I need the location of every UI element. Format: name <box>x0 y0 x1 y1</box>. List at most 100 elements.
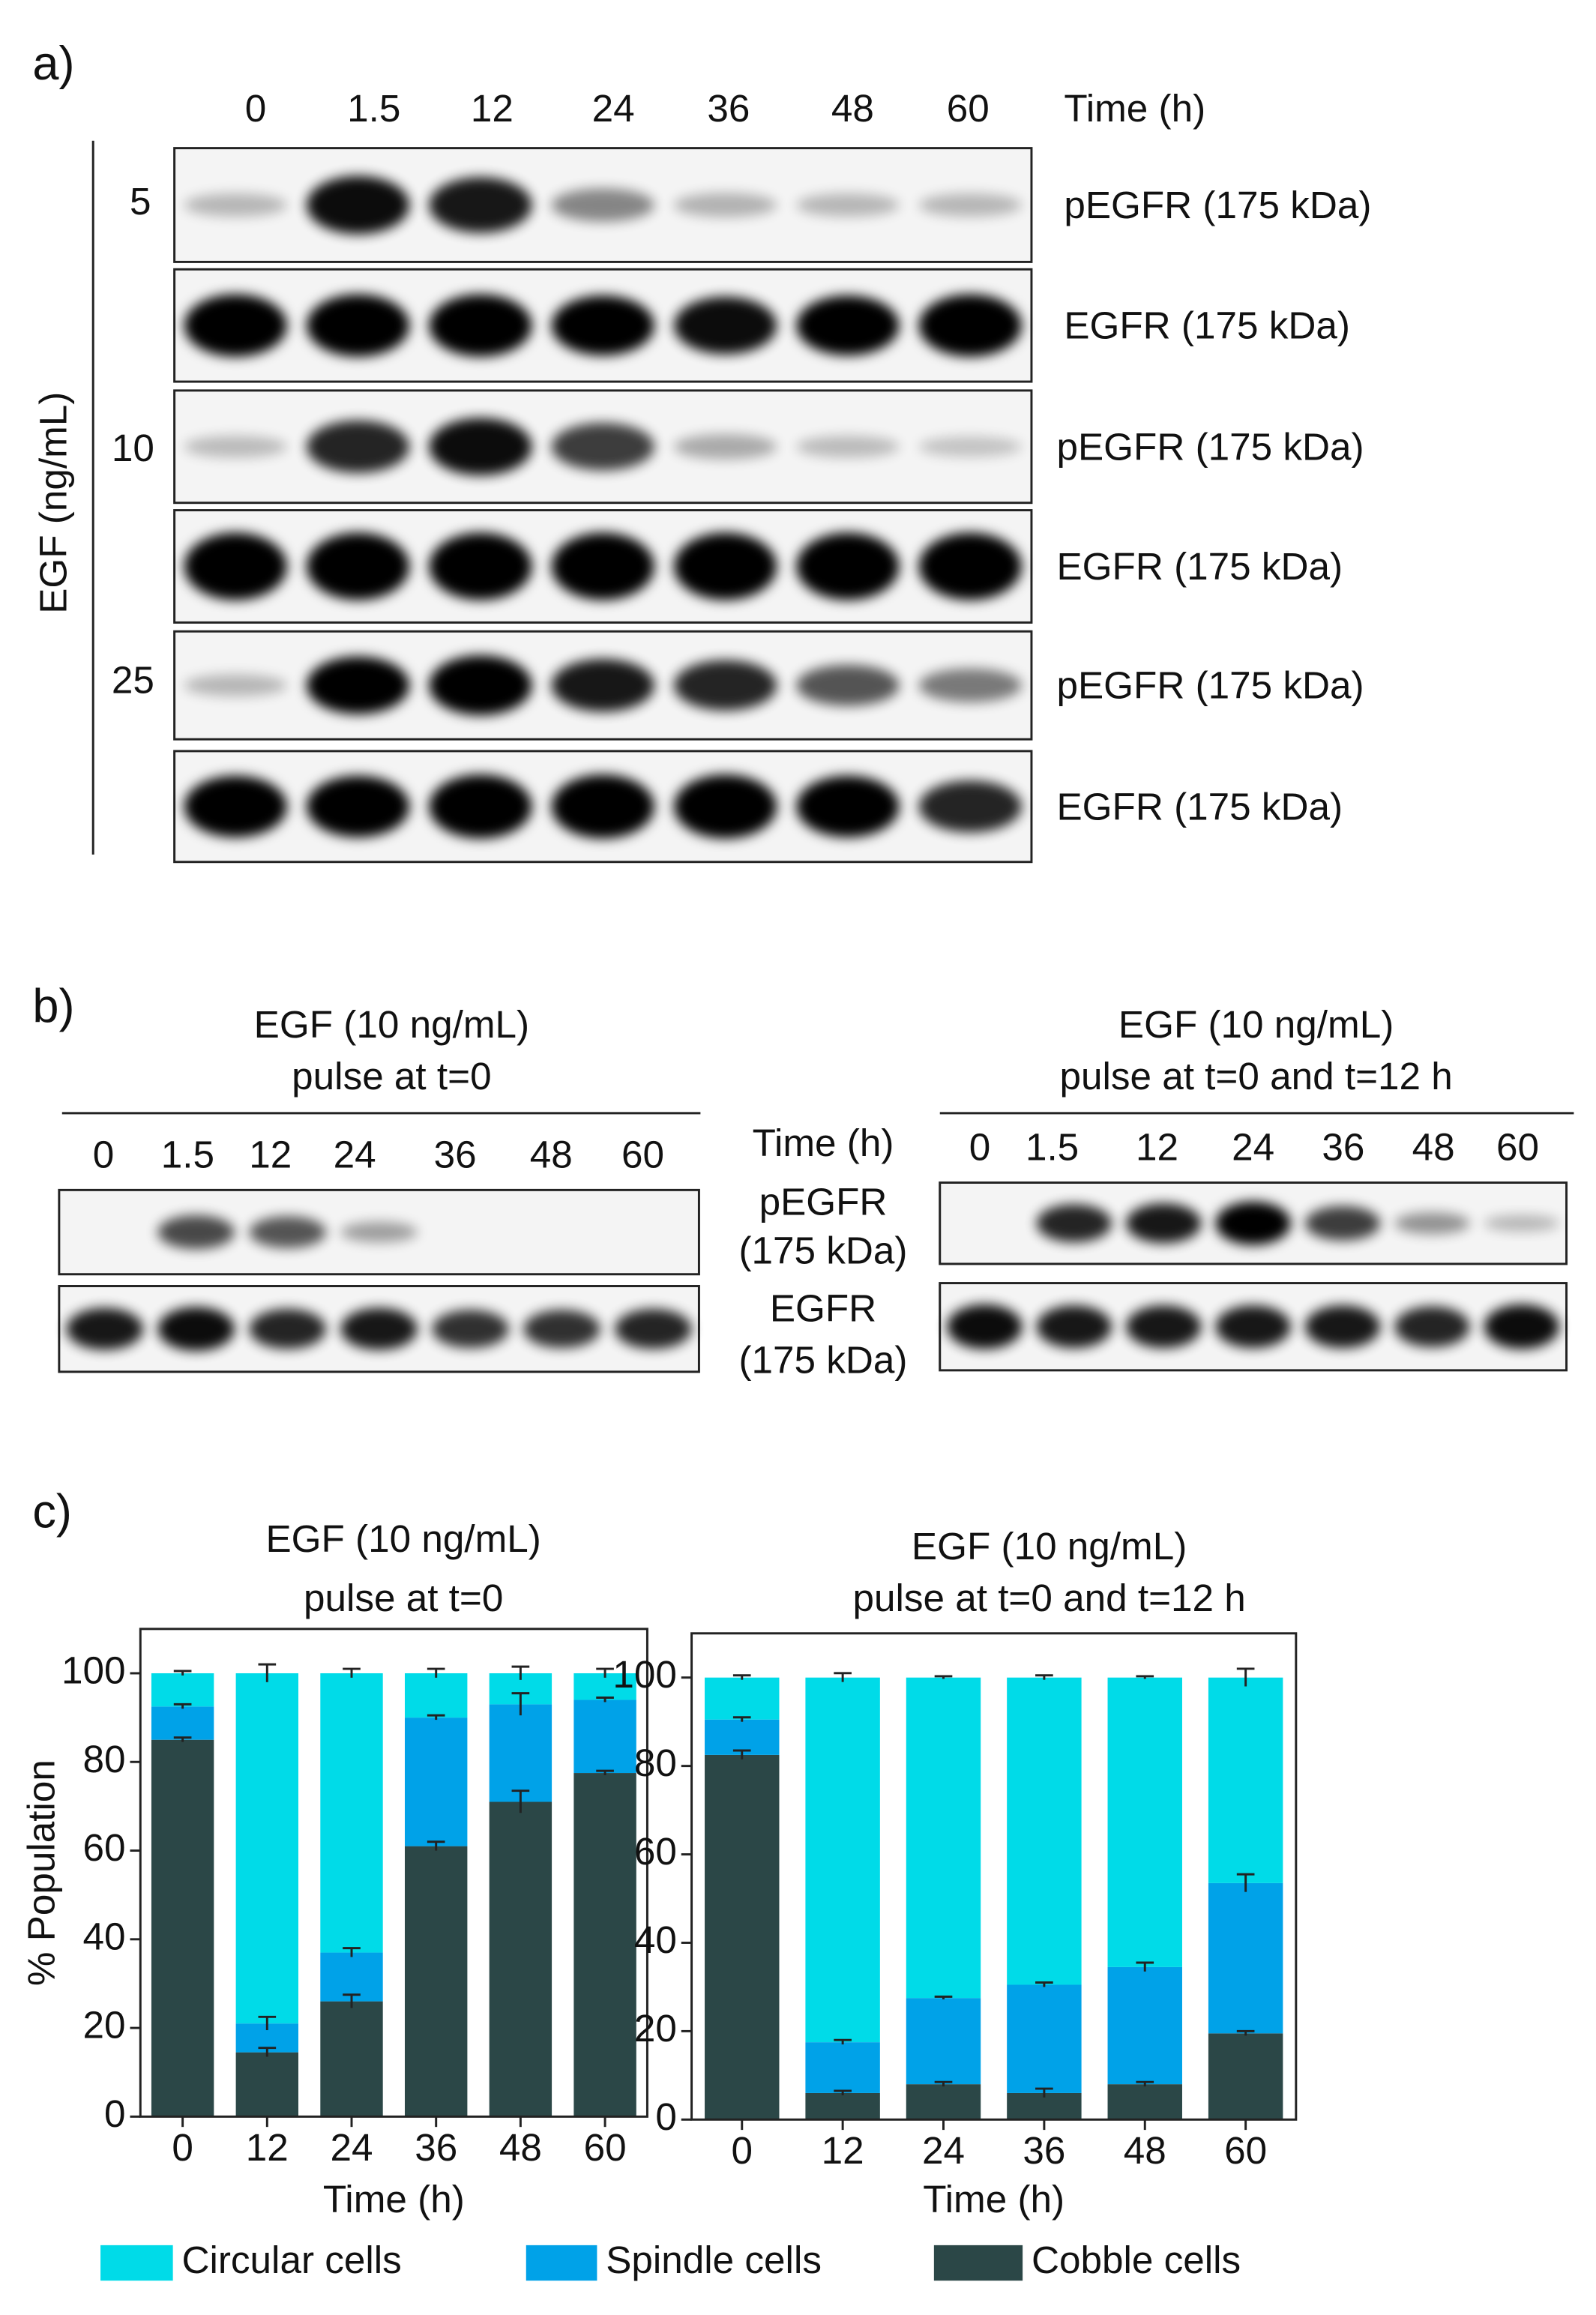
error-bar <box>511 1789 530 1813</box>
error-bar <box>1236 1667 1255 1687</box>
panel-label: a) <box>32 37 74 90</box>
error-bar <box>834 2038 852 2045</box>
time-tick: 0 <box>245 87 267 130</box>
y-tick-label: 0 <box>104 2092 126 2135</box>
time-label: Time (h) <box>753 1122 894 1164</box>
x-tick-label: 48 <box>1124 2129 1166 2172</box>
x-tick-label: 24 <box>922 2129 965 2172</box>
x-tick-label: 24 <box>330 2126 373 2169</box>
blot-label: EGFR (175 kDa) <box>1064 304 1350 347</box>
band <box>674 774 777 839</box>
band <box>184 775 287 837</box>
bar-segment <box>320 1673 383 1953</box>
band <box>307 656 410 714</box>
band <box>184 294 287 357</box>
chart-subtitle: pulse at t=0 and t=12 h <box>852 1577 1245 1619</box>
time-tick: 36 <box>434 1134 477 1176</box>
time-tick: 24 <box>334 1134 376 1176</box>
bar-segment <box>805 1677 880 2043</box>
x-tick-label: 60 <box>1224 2129 1267 2172</box>
error-bar <box>1236 2029 1255 2036</box>
band <box>1126 1203 1202 1244</box>
bar-segment <box>906 1998 981 2085</box>
error-bar <box>343 1667 361 1678</box>
time-tick: 60 <box>947 87 990 130</box>
band <box>796 436 900 458</box>
error-bar <box>732 1716 751 1722</box>
error-bar <box>511 1692 530 1716</box>
bar-segment <box>1208 1882 1283 2034</box>
error-bar <box>258 1663 277 1682</box>
bar-segment <box>1007 1984 1082 2093</box>
blot-label: EGFR (175 kDa) <box>1056 785 1343 828</box>
bar-segment <box>235 1673 299 2024</box>
band <box>429 532 532 600</box>
bar-segment <box>151 1673 214 1707</box>
band <box>66 1307 144 1350</box>
bar-segment <box>151 1706 214 1740</box>
band <box>796 295 900 356</box>
x-tick-label: 60 <box>584 2126 627 2169</box>
band <box>307 420 410 473</box>
bar-segment <box>906 2084 981 2120</box>
band <box>551 423 654 471</box>
band <box>307 532 410 600</box>
time-tick: 60 <box>621 1134 664 1176</box>
bar-segment <box>151 1739 214 2117</box>
time-tick: 48 <box>530 1134 573 1176</box>
bar-segment <box>1107 1677 1182 1967</box>
legend-label: Cobble cells <box>1032 2239 1241 2281</box>
x-tick-label: 12 <box>246 2126 289 2169</box>
time-tick: 12 <box>249 1134 292 1176</box>
band <box>674 193 777 217</box>
band <box>918 668 1022 702</box>
y-tick-label: 20 <box>634 2007 677 2050</box>
x-tick-label: 36 <box>1023 2129 1065 2172</box>
bar-segment <box>489 1704 552 1802</box>
error-bar <box>1035 2087 1053 2098</box>
band <box>796 775 900 837</box>
bar-segment <box>320 1952 383 2002</box>
band <box>184 436 287 458</box>
dose-label: 25 <box>112 659 154 702</box>
error-bar <box>1136 2080 1154 2087</box>
band <box>918 436 1022 457</box>
band <box>340 1307 418 1350</box>
error-bar <box>511 1665 530 1680</box>
error-bar <box>1136 1961 1154 1972</box>
time-tick: 1.5 <box>1026 1126 1079 1169</box>
band <box>307 775 410 837</box>
band <box>429 774 532 839</box>
error-bar <box>1136 1675 1154 1679</box>
band <box>1215 1305 1291 1349</box>
bar-segment <box>805 2042 880 2093</box>
y-tick-label: 100 <box>61 1649 126 1692</box>
blot-label: pEGFR (175 kDa) <box>1064 184 1371 226</box>
error-bar <box>934 1995 953 1999</box>
bar-segment <box>235 2052 299 2117</box>
bar-segment <box>405 1846 468 2117</box>
x-tick-label: 48 <box>499 2126 542 2169</box>
band <box>307 175 410 235</box>
y-tick-label: 0 <box>655 2095 677 2138</box>
time-tick: 12 <box>471 87 514 130</box>
y-tick-label: 40 <box>634 1918 677 1961</box>
band <box>429 655 532 716</box>
band <box>429 418 532 476</box>
plot-frame <box>139 1628 648 2118</box>
error-bar <box>732 1749 751 1759</box>
dose-label: 5 <box>130 180 151 223</box>
band <box>796 664 900 706</box>
error-bar <box>258 2047 277 2057</box>
time-tick: 24 <box>1232 1126 1274 1169</box>
legend-label: Circular cells <box>181 2239 401 2281</box>
band <box>947 1304 1023 1349</box>
band <box>674 433 777 460</box>
blot-label: EGFR (175 kDa) <box>1056 545 1343 588</box>
bar-segment <box>405 1718 468 1846</box>
band <box>551 295 654 356</box>
time-tick: 24 <box>592 87 635 130</box>
x-tick-label: 36 <box>415 2126 457 2169</box>
bar-segment <box>489 1801 552 2117</box>
